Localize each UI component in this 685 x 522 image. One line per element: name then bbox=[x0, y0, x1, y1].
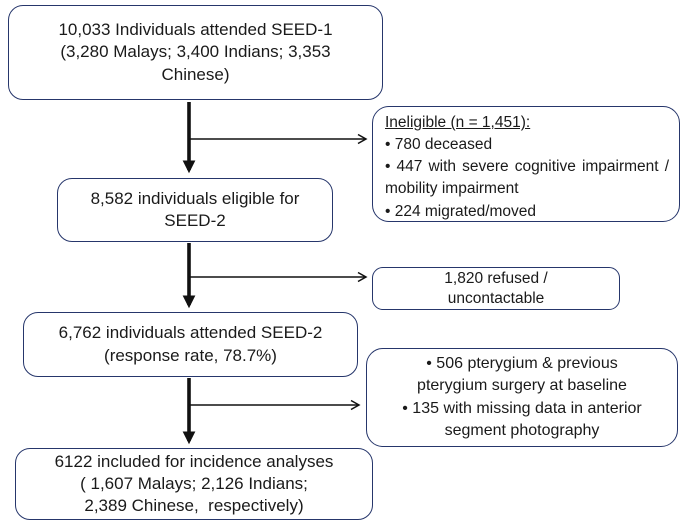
node-ineligible-item-migrated: • 224 migrated/moved bbox=[385, 202, 537, 220]
node-refused: 1,820 refused / uncontactable bbox=[372, 267, 620, 310]
node-eligible-seed2-text: 8,582 individuals eligible for SEED-2 bbox=[90, 188, 300, 230]
node-excluded-baseline-text: • 506 pterygium & previous pterygium sur… bbox=[402, 355, 642, 439]
node-included-incidence: 6122 included for incidence analyses ( 1… bbox=[15, 448, 373, 520]
node-attended-seed2: 6,762 individuals attended SEED-2 (respo… bbox=[23, 312, 358, 377]
node-eligible-seed2: 8,582 individuals eligible for SEED-2 bbox=[57, 178, 333, 242]
node-refused-text: 1,820 refused / uncontactable bbox=[444, 270, 548, 307]
node-ineligible: Ineligible (n = 1,451): • 780 deceased •… bbox=[372, 106, 680, 222]
node-ineligible-heading: Ineligible (n = 1,451): bbox=[385, 114, 531, 131]
node-ineligible-item-impairment: • 447 with severe cognitive impairment /… bbox=[385, 158, 669, 198]
node-seed1-attended: 10,033 Individuals attended SEED-1 (3,28… bbox=[8, 5, 383, 100]
node-ineligible-item-deceased: • 780 deceased bbox=[385, 136, 493, 154]
node-included-incidence-text: 6122 included for incidence analyses ( 1… bbox=[54, 451, 334, 516]
node-seed1-attended-text: 10,033 Individuals attended SEED-1 (3,28… bbox=[58, 19, 333, 84]
node-attended-seed2-text: 6,762 individuals attended SEED-2 (respo… bbox=[58, 323, 323, 365]
node-excluded-baseline: • 506 pterygium & previous pterygium sur… bbox=[366, 348, 678, 447]
